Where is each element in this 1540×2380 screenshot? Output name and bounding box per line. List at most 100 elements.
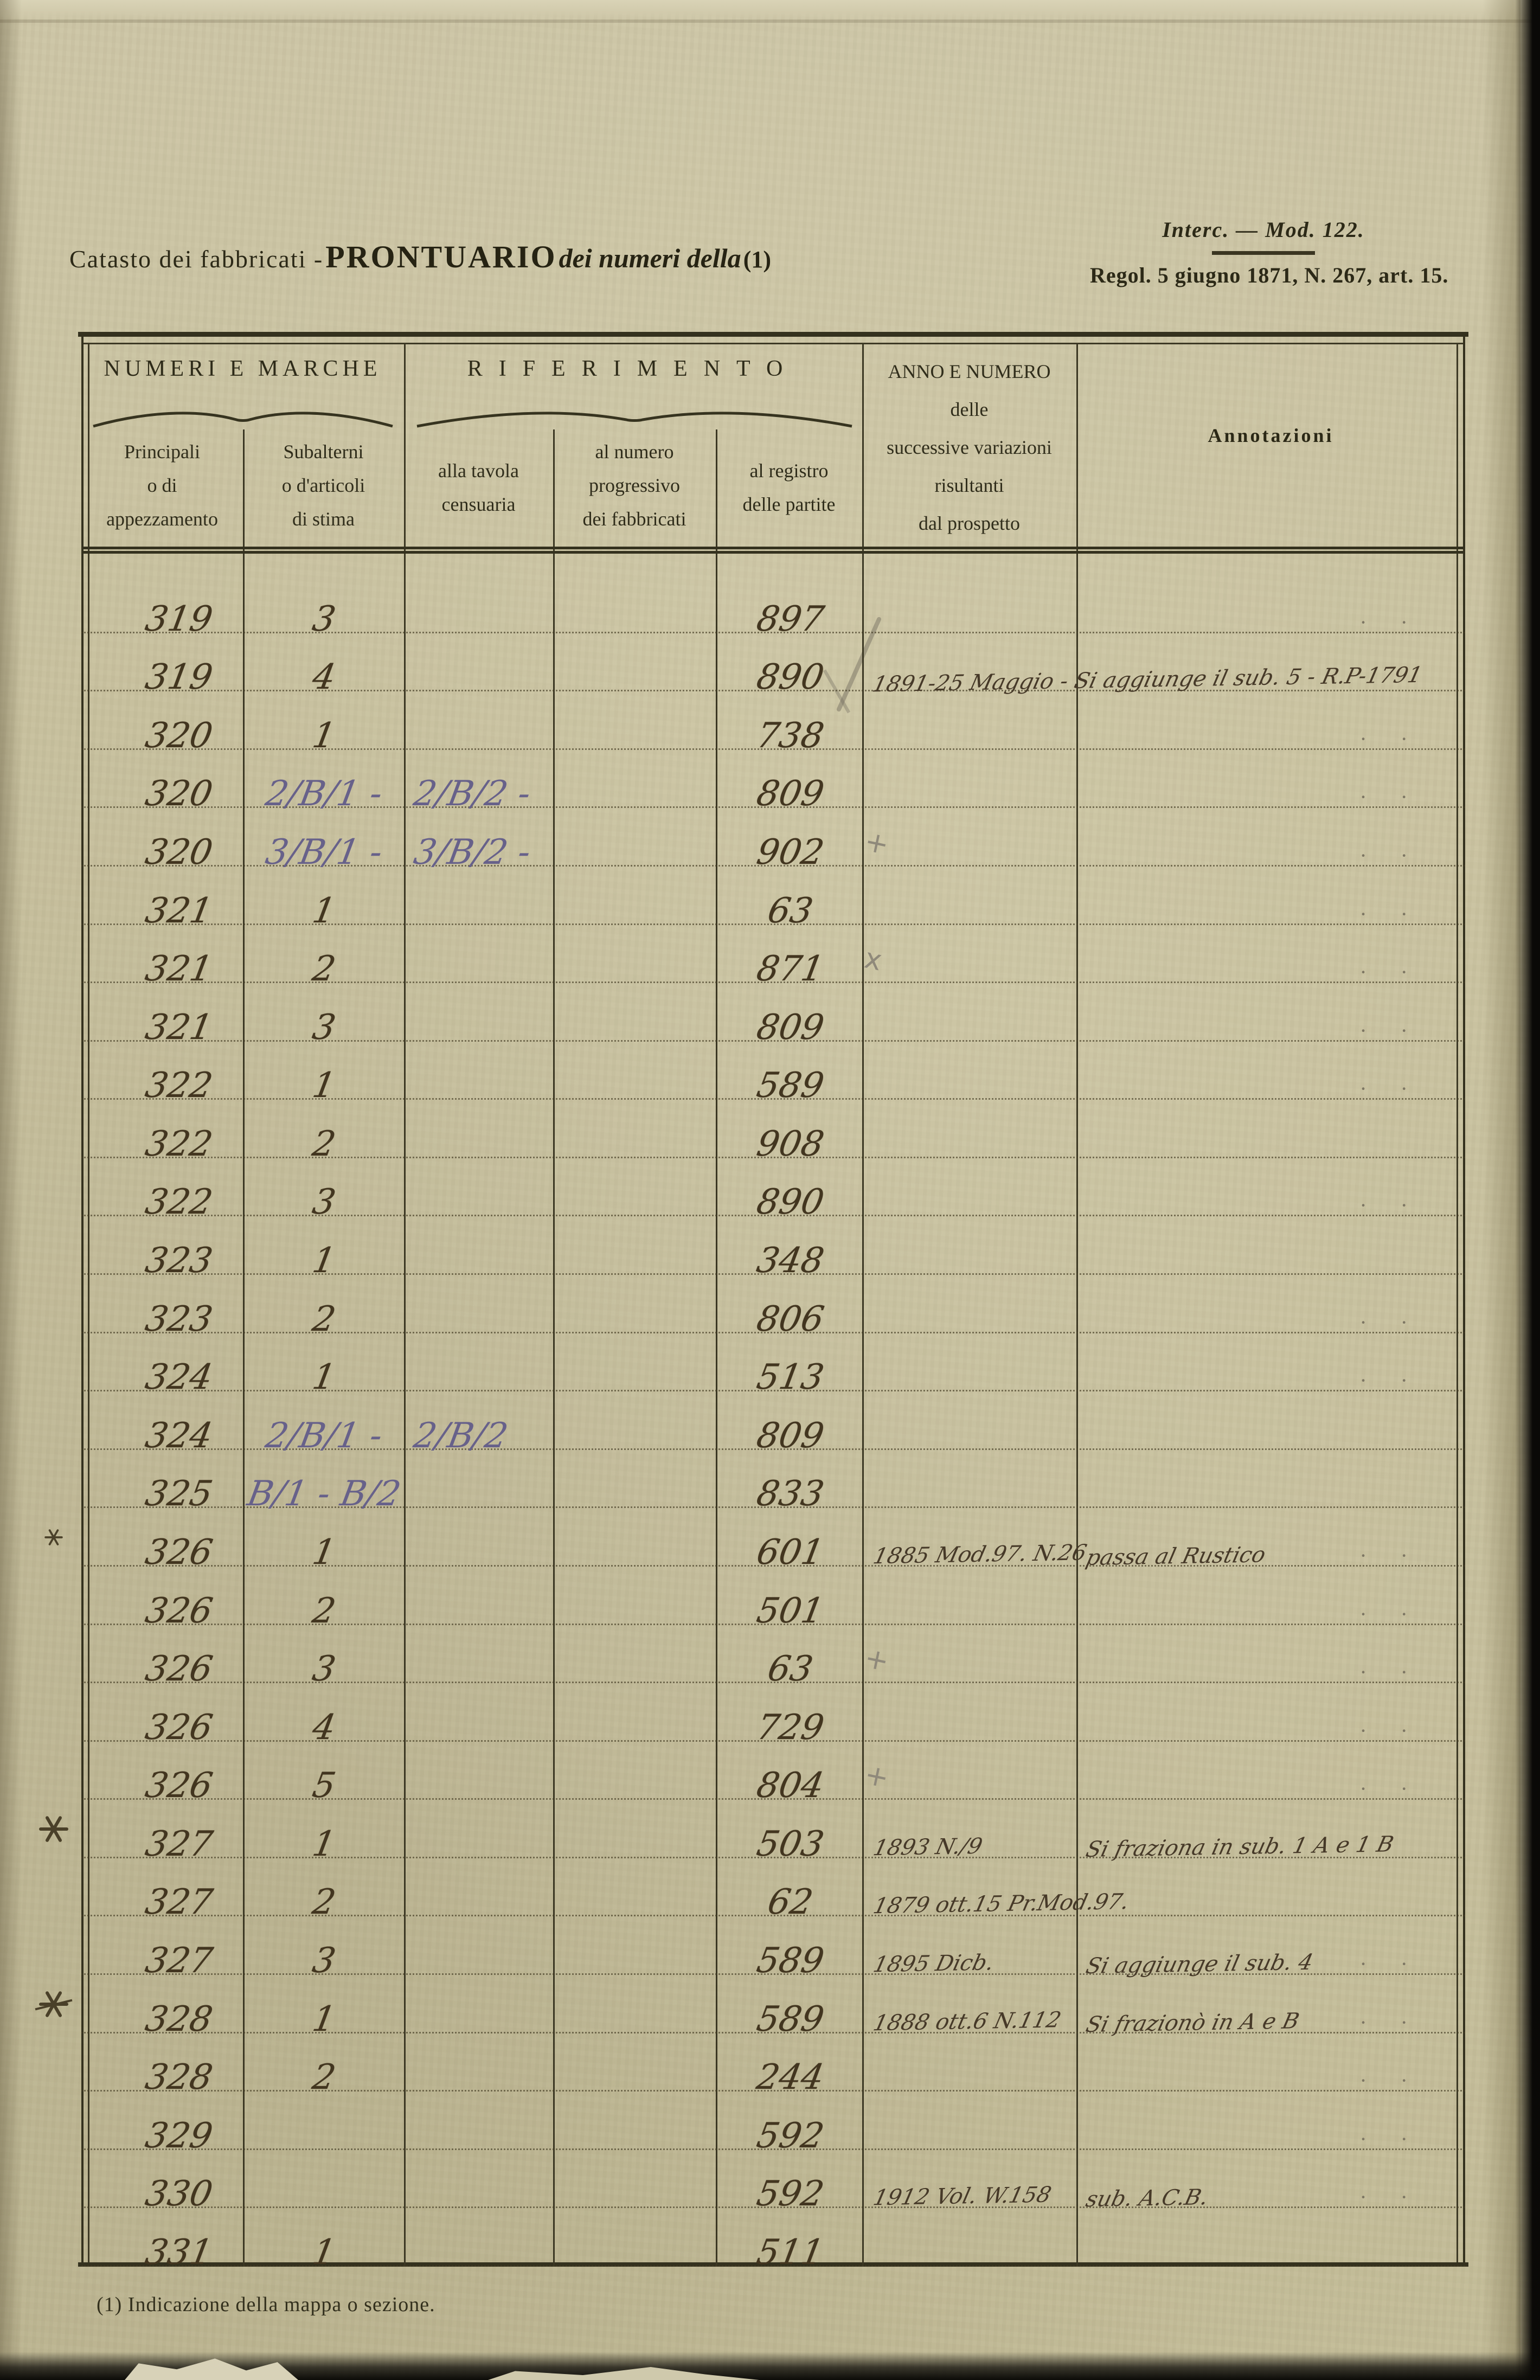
- table-row: 327 1 503 1893 N./9 Si fraziona in sub. 1 A …: [81, 1800, 1465, 1864]
- pencil-dots-mark: · ·: [1359, 1310, 1422, 1335]
- pencil-dots-mark: · ·: [1359, 2010, 1422, 2035]
- column-header-line: dal prospetto: [919, 512, 1020, 534]
- pencil-dots-mark: · ·: [1359, 2185, 1422, 2210]
- form-model-number: Interc. — Mod. 122.: [1162, 217, 1365, 242]
- table-row: 330 592 1912 Vol. W.158 sub. A.C.B. · ·: [81, 2150, 1465, 2214]
- table-row: 329 592 · ·: [81, 2092, 1465, 2156]
- column-header-line: Subalterni: [283, 441, 364, 463]
- pencil-dots-mark: · ·: [1359, 1660, 1422, 1685]
- column-header-line: censuaria: [441, 493, 516, 515]
- column-header-anno-e-numero: ANNO E NUMERO delle successive variazioni r…: [862, 352, 1076, 542]
- table-row: 328 1 589 1888 ott.6 N.112 Si frazionò in A …: [81, 1975, 1465, 2039]
- pencil-dots-mark: · ·: [1359, 1543, 1422, 1568]
- table-border-right: [1463, 332, 1465, 2267]
- title-main: PRONTUARIO: [325, 239, 557, 274]
- pencil-check-mark: x: [862, 942, 885, 978]
- pencil-dots-mark: · ·: [1359, 901, 1422, 926]
- cell-anno-variazione: 1885 Mod.97. N.26: [870, 1540, 1089, 1569]
- pencil-dots-mark: · ·: [1359, 960, 1422, 985]
- cell-anno-variazione: 1888 ott.6 N.112: [870, 2007, 1064, 2036]
- title-italic: dei numeri della: [559, 243, 741, 273]
- margin-asterisk-mark: [39, 1814, 68, 1844]
- column-header-line: al numero: [595, 441, 674, 463]
- column-rule: [862, 344, 864, 2267]
- column-rule: [716, 429, 717, 2267]
- table-row: 321 3 809 · ·: [81, 983, 1465, 1048]
- column-rule: [1076, 344, 1078, 2267]
- scan-right-black-edge: [1515, 0, 1540, 2380]
- column-header-line: o d'articoli: [281, 474, 365, 496]
- column-header-line: successive variazioni: [887, 437, 1052, 458]
- pencil-check-mark: +: [862, 825, 892, 862]
- pencil-dots-mark: · ·: [1359, 610, 1422, 634]
- margin-asterisk-mark: [39, 1990, 68, 2019]
- table-row: 320 1 738 · ·: [81, 691, 1465, 756]
- cell-numero-principale: 331: [142, 2232, 216, 2273]
- table-row: 319 3 897 · ·: [81, 575, 1465, 639]
- table-row: 322 3 890 · ·: [81, 1158, 1465, 1222]
- column-header-line: Principali: [124, 441, 200, 463]
- pencil-dots-mark: · ·: [1359, 843, 1422, 868]
- table-row: 322 1 589 · ·: [81, 1042, 1465, 1106]
- column-header-line: progressivo: [589, 474, 680, 496]
- pencil-dots-mark: · ·: [1359, 1952, 1422, 1977]
- table-row: 328 2 244 · ·: [81, 2033, 1465, 2097]
- column-header-principali: Principali o di appezzamento: [81, 435, 243, 536]
- pencil-dots-mark: · ·: [1359, 1776, 1422, 1801]
- cell-subalterno: 1: [309, 2232, 339, 2273]
- cell-anno-variazione: 1879 ott.15 Pr.Mod.97.: [870, 1889, 1132, 1919]
- column-rule: [243, 429, 245, 2267]
- table-row: 326 1 601 1885 Mod.97. N.26 passa al Rustico…: [81, 1508, 1465, 1573]
- column-header-registro-partite: al registro delle partite: [716, 454, 862, 521]
- margin-asterisk-mark: [44, 1528, 63, 1546]
- column-header-tavola-censuaria: alla tavola censuaria: [404, 454, 553, 521]
- column-header-line: delle partite: [742, 493, 836, 515]
- table-border-left-inner: [88, 343, 89, 2267]
- reference-divider: [1212, 251, 1315, 255]
- table-border-top-inner: [81, 343, 1465, 344]
- table-row: 326 2 501 · ·: [81, 1567, 1465, 1631]
- column-header-line: Annotazioni: [1208, 425, 1334, 446]
- column-header-line: alla tavola: [438, 460, 519, 482]
- pencil-dots-mark: · ·: [1359, 1718, 1422, 1743]
- table-row: 326 5 804 + · ·: [81, 1742, 1465, 1806]
- pencil-dots-mark: · ·: [1359, 1193, 1422, 1218]
- pencil-dots-mark: · ·: [1359, 2068, 1422, 2093]
- table-row: 325 B/1 - B/2 833: [81, 1450, 1465, 1514]
- header-bottom-rule: [81, 547, 1465, 549]
- pencil-check-mark: +: [862, 1641, 892, 1678]
- pencil-dots-mark: · ·: [1359, 1601, 1422, 1626]
- table-row: 331 1 511: [81, 2208, 1465, 2273]
- table-row: 326 3 63 + · ·: [81, 1625, 1465, 1689]
- group-header-riferimento: RIFERIMENTO: [467, 356, 799, 381]
- table-border-top: [78, 332, 1468, 337]
- column-header-line: appezzamento: [106, 508, 218, 530]
- paper-right-shadow: [1483, 0, 1520, 2380]
- cell-registro-partite: 511: [753, 2232, 827, 2273]
- brace-numeri-e-marche: [93, 412, 393, 428]
- title-note-ref: (1): [743, 246, 771, 273]
- table-row: 323 1 348: [81, 1216, 1465, 1281]
- cell-anno-variazione: 1895 Dicb.: [870, 1950, 997, 1978]
- column-rule: [404, 344, 406, 2267]
- footnote: (1) Indicazione della mappa o sezione.: [97, 2293, 435, 2316]
- brace-riferimento: [416, 412, 852, 428]
- pencil-dots-mark: · ·: [1359, 2126, 1422, 2151]
- cell-anno-variazione: 1912 Vol. W.158: [870, 2182, 1054, 2211]
- table-border-left: [81, 332, 84, 2267]
- table-row: 322 2 908: [81, 1100, 1465, 1164]
- column-header-annotazioni: Annotazioni: [1076, 419, 1465, 452]
- table-row: 319 4 890 1891-25 Maggio - Si aggiunge il s…: [81, 633, 1465, 697]
- table-body: 319 3 897 · · 319 4 890 1891-25 Maggio - Si agg…: [81, 575, 1465, 2273]
- column-header-line: dei fabbricati: [582, 508, 686, 530]
- pencil-dots-mark: · ·: [1359, 1076, 1422, 1101]
- pencil-dots-mark: · ·: [1359, 785, 1422, 810]
- column-header-line: o di: [147, 474, 177, 496]
- column-header-line: risultanti: [934, 474, 1004, 496]
- form-reference-block: Interc. — Mod. 122. Regol. 5 giugno 1871…: [1090, 217, 1448, 288]
- table-row: 321 1 63 · ·: [81, 867, 1465, 931]
- group-header-numeri-e-marche: NUMERI E MARCHE: [104, 356, 382, 381]
- pencil-dots-mark: · ·: [1359, 726, 1422, 751]
- page-title: Catasto dei fabbricati - PRONTUARIO dei …: [69, 239, 883, 275]
